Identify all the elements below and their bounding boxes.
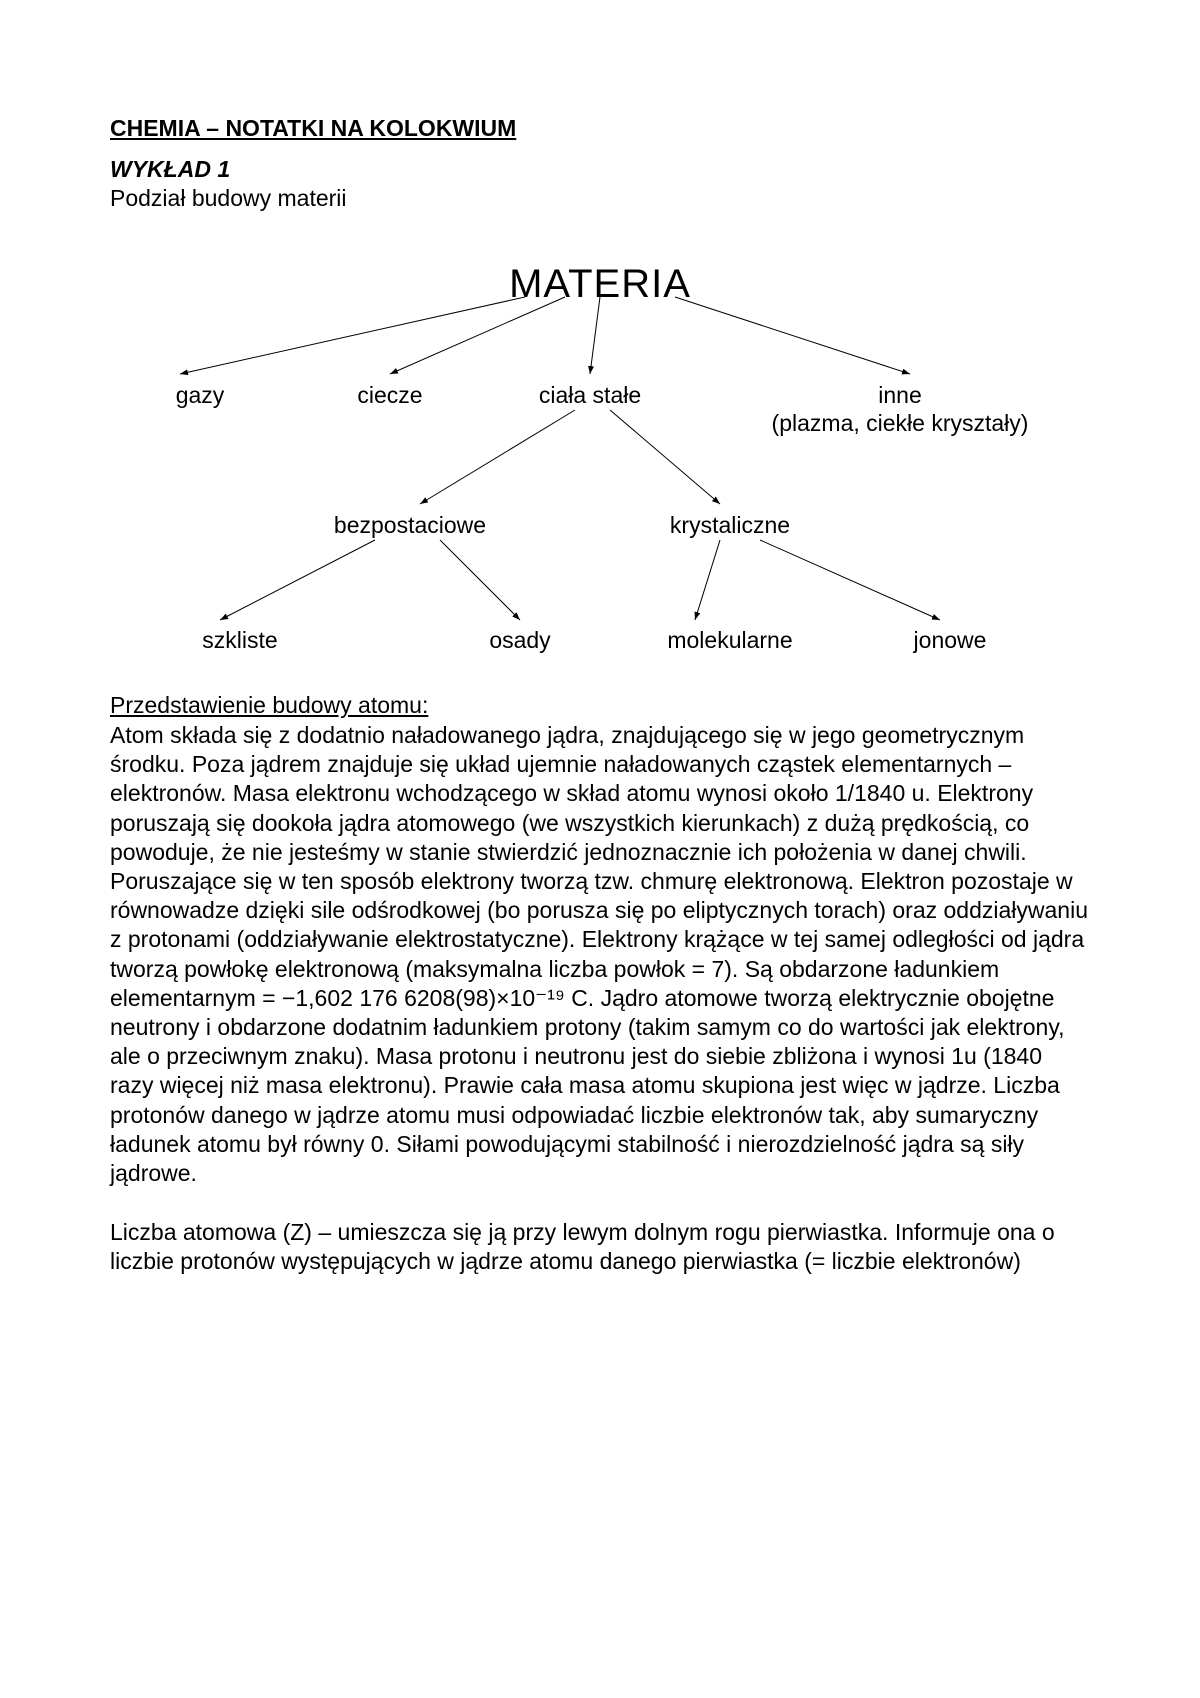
node-gazy: gazy [176, 382, 225, 409]
node-root: MATERIA [509, 262, 691, 307]
materia-tree-diagram: MATERIA gazy ciecze ciała stałe inne (pl… [120, 242, 1080, 642]
subheading: Podział budowy materii [110, 185, 1090, 212]
section1-body: Atom składa się z dodatnio naładowanego … [110, 721, 1090, 1188]
node-krystaliczne: krystaliczne [670, 512, 790, 539]
node-osady: osady [489, 627, 550, 654]
node-bezpostaciowe: bezpostaciowe [334, 512, 486, 539]
node-molekularne: molekularne [667, 627, 792, 654]
node-jonowe: jonowe [914, 627, 987, 654]
page: CHEMIA – NOTATKI NA KOLOKWIUM WYKŁAD 1 P… [0, 0, 1200, 1698]
node-ciecze: ciecze [357, 382, 422, 409]
section1-heading: Przedstawienie budowy atomu: [110, 692, 1090, 719]
section2-body: Liczba atomowa (Z) – umieszcza się ją pr… [110, 1218, 1090, 1276]
node-ciala-stale: ciała stałe [539, 382, 641, 409]
node-szkliste: szkliste [202, 627, 277, 654]
lecture-heading: WYKŁAD 1 [110, 156, 1090, 183]
document-title: CHEMIA – NOTATKI NA KOLOKWIUM [110, 115, 1090, 142]
node-inne-sub: (plazma, ciekłe kryształy) [772, 410, 1029, 437]
node-inne: inne [878, 382, 921, 409]
